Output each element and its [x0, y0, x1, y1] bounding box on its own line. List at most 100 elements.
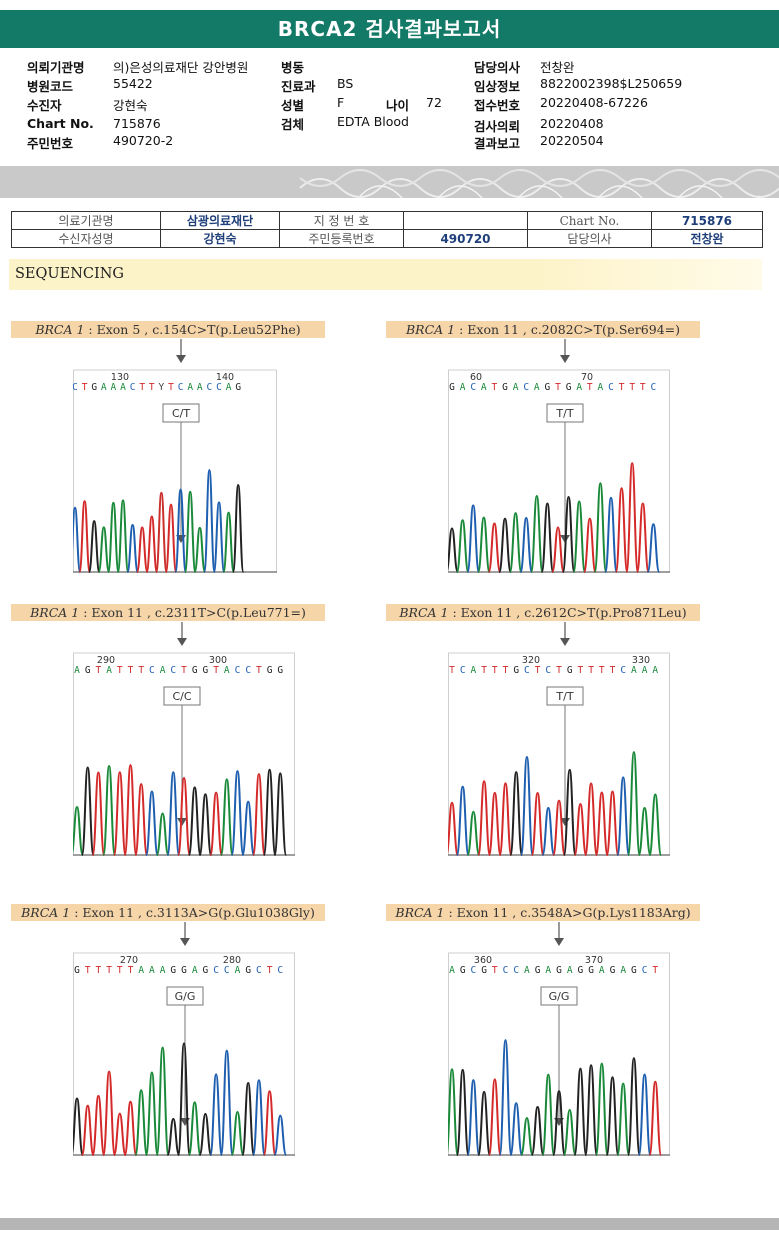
variant-label: BRCA 1 : Exon 5 , c.154C>T(p.Leu52Phe) — [11, 321, 325, 338]
trace-peak — [605, 790, 620, 856]
base-letter: T — [168, 382, 174, 393]
trace-peak — [616, 1082, 631, 1156]
base-letter: T — [267, 965, 273, 976]
base-letter: G — [513, 665, 519, 676]
base-letter: T — [492, 382, 498, 393]
base-letter: A — [160, 665, 166, 676]
trace-peak — [102, 1070, 116, 1156]
gene-name: BRCA 1 — [399, 605, 449, 620]
trace-peak — [102, 764, 116, 856]
base-letter: C — [149, 665, 155, 676]
table-cell: 강현숙 — [160, 229, 280, 248]
base-letter: A — [599, 965, 605, 976]
trace-peak — [123, 764, 138, 856]
gene-name: BRCA 1 — [35, 322, 85, 337]
trace-peak — [487, 1078, 502, 1156]
header-label-chart-no: Chart No. — [27, 116, 94, 131]
base-letter: G — [277, 665, 283, 676]
header-label-resident-no: 주민번호 — [27, 136, 74, 151]
trace-peak — [78, 500, 91, 573]
trace-peak — [241, 1081, 256, 1156]
base-letter: C — [207, 382, 213, 393]
position-label: 370 — [585, 955, 603, 966]
base-letter: T — [503, 665, 509, 676]
genotype-label: G/G — [549, 990, 570, 1003]
base-letter: G — [631, 965, 637, 976]
trace-peak — [222, 511, 235, 573]
base-letter: A — [74, 665, 80, 676]
trace-peak — [627, 1057, 641, 1156]
trace-peak — [605, 1076, 620, 1156]
trace-peak — [562, 1108, 577, 1156]
base-letter: A — [192, 965, 198, 976]
header-label-institution: 의뢰기관명 — [27, 60, 85, 75]
genotype-label: C/C — [172, 690, 191, 703]
base-letter: T — [82, 382, 88, 393]
trace-peak — [637, 807, 652, 856]
trace-peak — [520, 1116, 534, 1156]
header-value-physician: 전창완 — [540, 60, 575, 75]
trace-peak — [487, 791, 502, 856]
trace-peak — [648, 793, 663, 856]
base-letter: C — [651, 382, 657, 393]
trace-peak — [155, 491, 168, 573]
base-letter: A — [106, 665, 112, 676]
base-letter: T — [578, 665, 584, 676]
trace-peak — [80, 766, 95, 856]
position-label: 70 — [581, 372, 593, 383]
header-label-physician: 담당의사 — [474, 60, 521, 75]
position-label: 140 — [216, 372, 234, 383]
base-letter: C — [471, 965, 477, 976]
trace-peak — [145, 1071, 159, 1156]
header-label-ward: 병동 — [281, 60, 305, 75]
trace-peak — [198, 793, 213, 856]
trace-peak — [219, 778, 234, 856]
base-letter: G — [203, 665, 209, 676]
base-letter: T — [149, 382, 155, 393]
header-value-specimen: EDTA Blood — [337, 114, 409, 129]
position-label: 320 — [522, 655, 540, 666]
header-label-sex: 성별 — [281, 98, 305, 113]
base-letter: G — [460, 965, 466, 976]
trace-peak — [540, 502, 555, 573]
trace-peak — [145, 515, 159, 573]
variant-text: : Exon 11 , c.2082C>T(p.Ser694=) — [455, 322, 680, 337]
base-letter: C — [470, 382, 476, 393]
base-letter: C — [460, 665, 466, 676]
trace-peak — [616, 776, 631, 856]
base-letter: C — [216, 382, 222, 393]
base-letter: A — [187, 382, 193, 393]
trace-peak — [584, 1064, 598, 1156]
trace-peak — [594, 1062, 609, 1156]
trace-peak — [174, 488, 187, 573]
trace-peak — [262, 768, 277, 856]
base-letter: A — [534, 382, 540, 393]
trace-peak — [635, 502, 650, 573]
trace-peak — [166, 1117, 181, 1156]
base-letter: T — [535, 665, 541, 676]
trace-peak — [203, 469, 216, 573]
trace-peak — [572, 500, 587, 573]
trace-peak — [584, 782, 598, 856]
header-value-institution: 의)은성의료재단 강안병원 — [113, 60, 249, 75]
base-letter: G — [545, 382, 551, 393]
trace-peak — [107, 501, 120, 573]
trace-peak — [614, 487, 629, 573]
base-letter: A — [101, 382, 107, 393]
base-letter: T — [556, 665, 562, 676]
base-letter: C — [245, 665, 251, 676]
trace-peak — [87, 520, 101, 573]
table-cell: 주민등록번호 — [279, 229, 404, 248]
base-letter: C — [513, 965, 519, 976]
base-letter: T — [492, 965, 498, 976]
trace-peak — [529, 494, 544, 573]
table-cell — [403, 211, 528, 230]
header-value-patient: 강현숙 — [113, 98, 148, 113]
trace-peak — [116, 499, 130, 573]
trace-peak — [519, 516, 534, 573]
base-letter: G — [203, 965, 209, 976]
base-letter: T — [96, 665, 102, 676]
trace-peak — [530, 791, 545, 856]
base-letter: G — [567, 665, 573, 676]
